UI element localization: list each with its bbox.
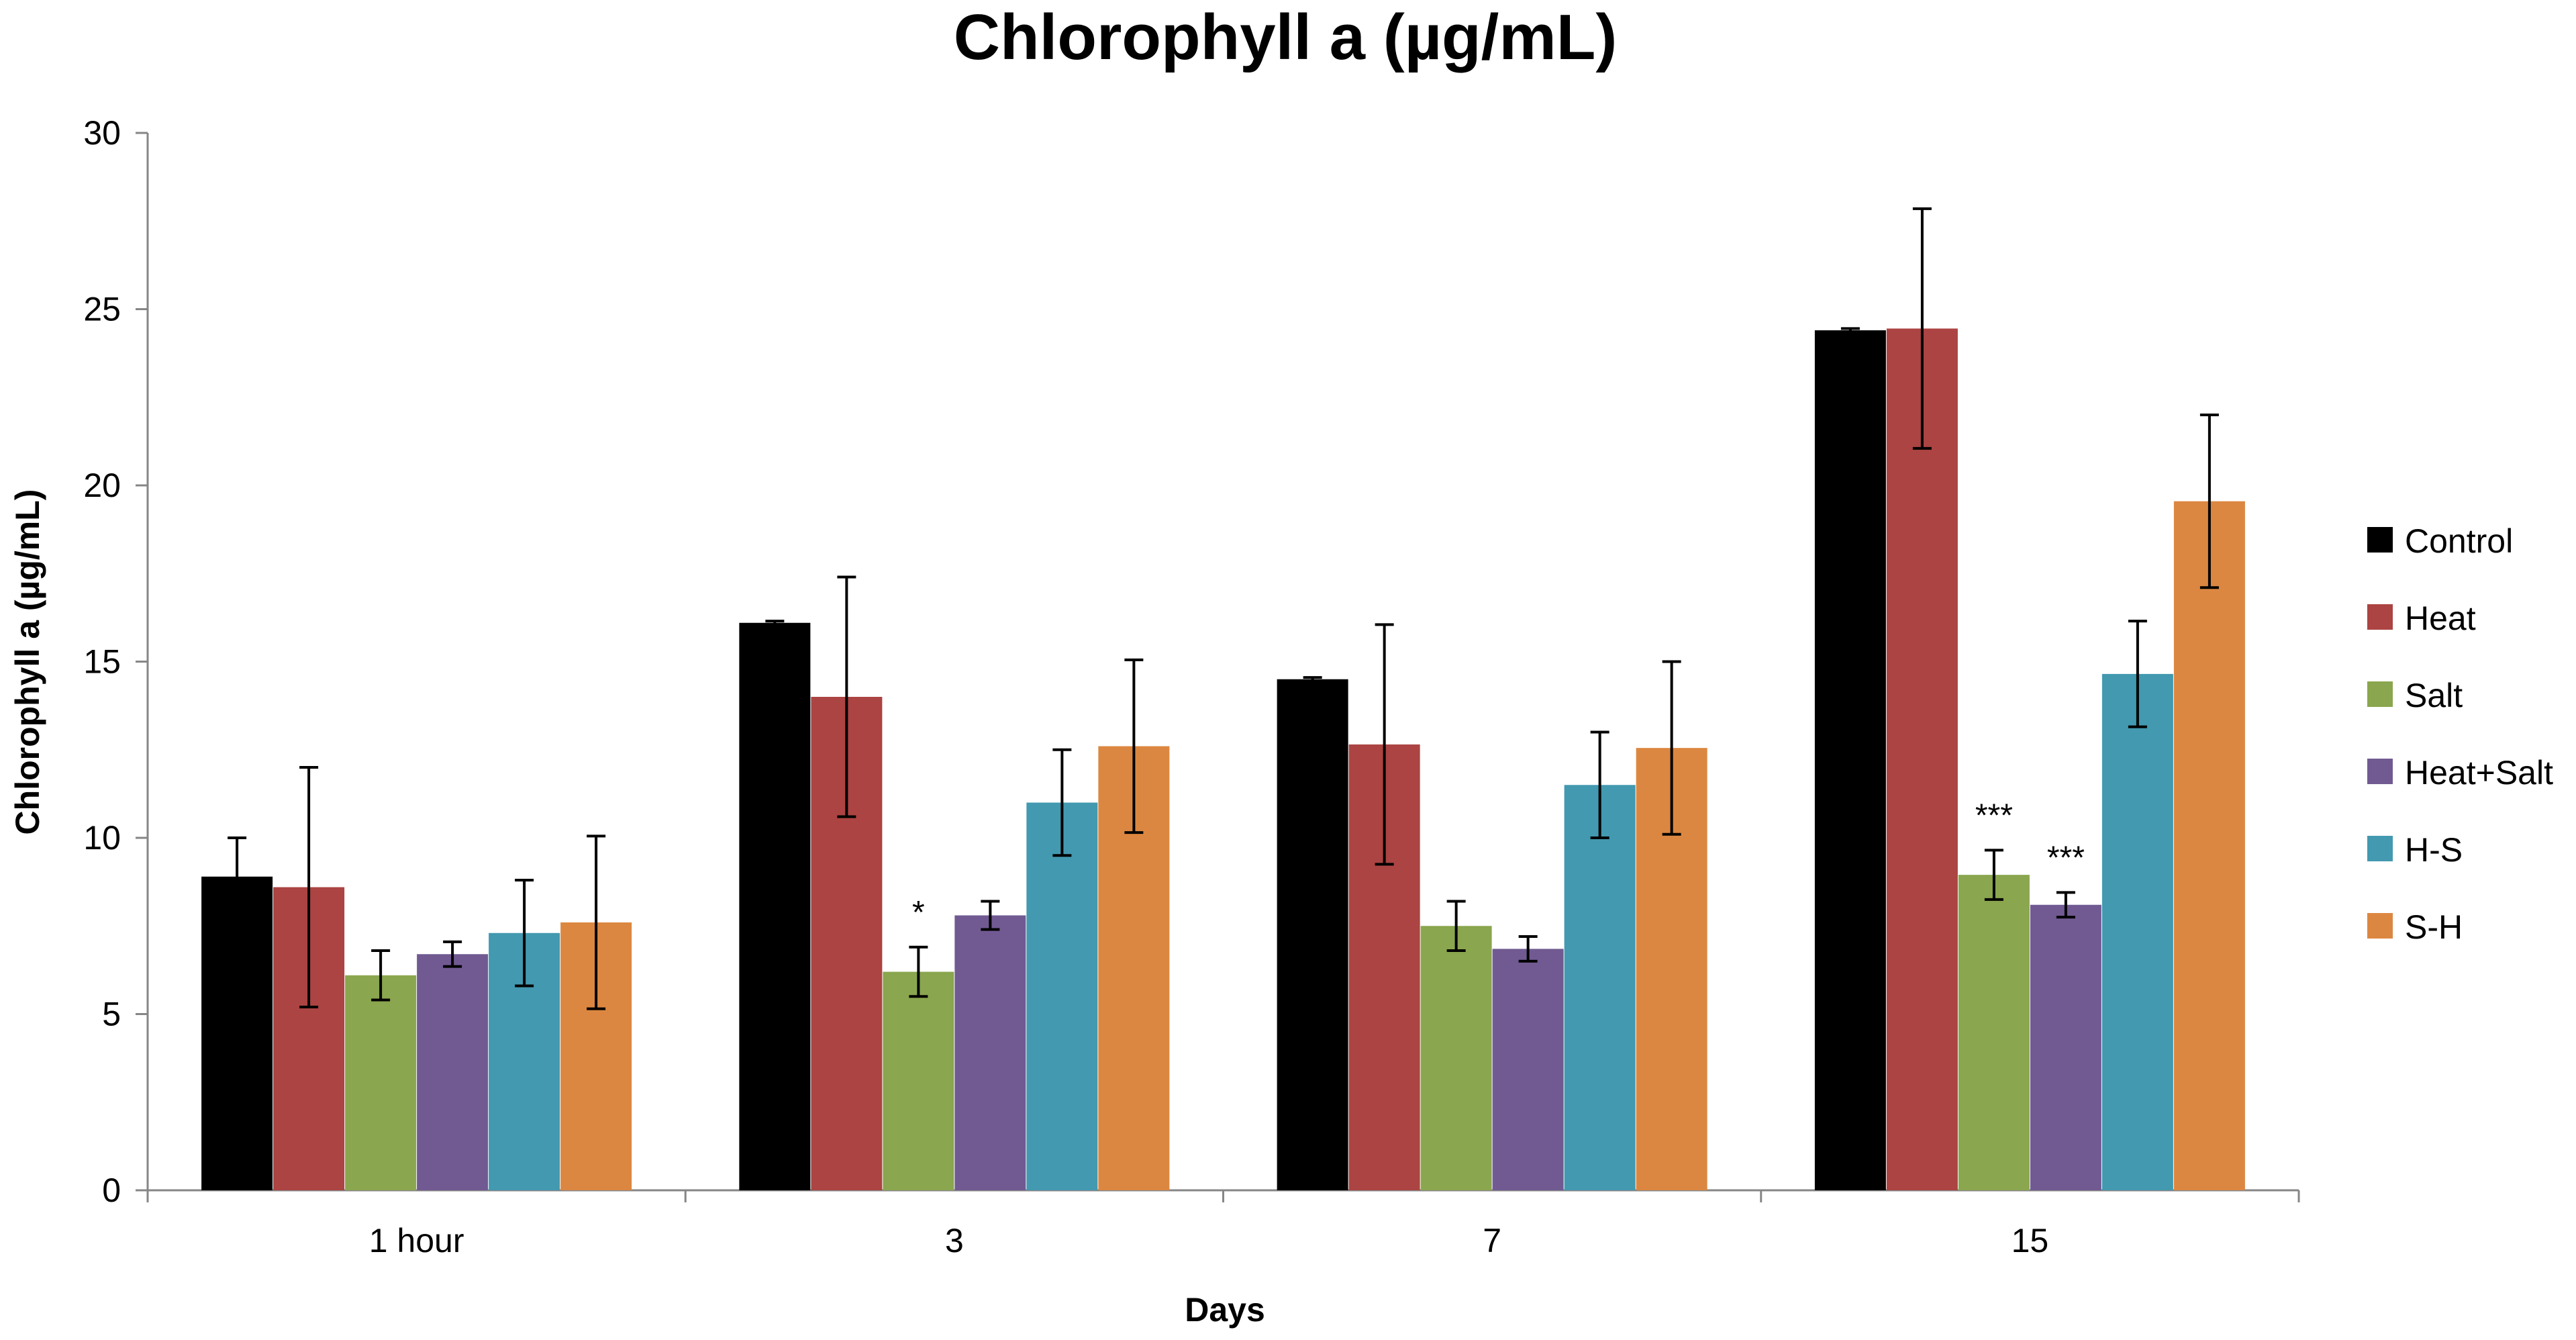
bar — [1886, 328, 1958, 1190]
bar — [1814, 330, 1886, 1190]
y-axis-title: Chlorophyll a (µg/mL) — [9, 489, 46, 835]
x-tick-label: 7 — [1483, 1222, 1501, 1259]
legend-label: Heat+Salt — [2405, 754, 2553, 792]
bar — [417, 954, 489, 1190]
x-tick-label: 3 — [945, 1222, 964, 1259]
significance-label: *** — [2047, 840, 2085, 875]
legend-label: Control — [2405, 522, 2513, 560]
y-tick-label: 25 — [83, 291, 121, 328]
legend-swatch — [2367, 527, 2393, 553]
bar — [201, 876, 273, 1190]
legend-swatch — [2367, 604, 2393, 630]
legend-label: H-S — [2405, 831, 2463, 869]
bar — [954, 915, 1026, 1190]
y-tick-label: 20 — [83, 467, 121, 504]
x-axis-title: Days — [1185, 1291, 1265, 1329]
bar — [2173, 501, 2245, 1190]
bar — [2030, 904, 2101, 1190]
bar — [1026, 802, 1098, 1190]
y-tick-label: 5 — [102, 996, 121, 1033]
legend: Control Heat Salt Heat+Salt H-S S-H — [2367, 522, 2553, 946]
legend-label: Heat — [2405, 600, 2476, 637]
bar — [1420, 926, 1492, 1190]
legend-swatch — [2367, 913, 2393, 939]
significance-label: * — [912, 895, 925, 930]
legend-swatch — [2367, 681, 2393, 707]
bar — [1492, 949, 1564, 1190]
legend-swatch — [2367, 759, 2393, 784]
bar — [883, 971, 954, 1190]
bar — [1564, 785, 1636, 1190]
y-tick-label: 0 — [102, 1171, 121, 1209]
x-tick-label: 15 — [2012, 1222, 2049, 1259]
y-tick-label: 15 — [83, 643, 121, 681]
bar — [1277, 679, 1348, 1190]
significance-label: *** — [1975, 798, 2013, 833]
legend-label: S-H — [2405, 908, 2463, 946]
bar — [345, 975, 417, 1190]
legend-swatch — [2367, 836, 2393, 861]
bar — [739, 622, 811, 1190]
x-tick-label: 1 hour — [369, 1222, 464, 1259]
bar — [1958, 875, 2030, 1190]
y-tick-label: 10 — [83, 819, 121, 857]
legend-label: Salt — [2405, 677, 2463, 714]
bar — [2101, 673, 2173, 1190]
chart-title: Chlorophyll a (µg/mL) — [954, 1, 1618, 73]
y-tick-label: 30 — [83, 114, 121, 152]
